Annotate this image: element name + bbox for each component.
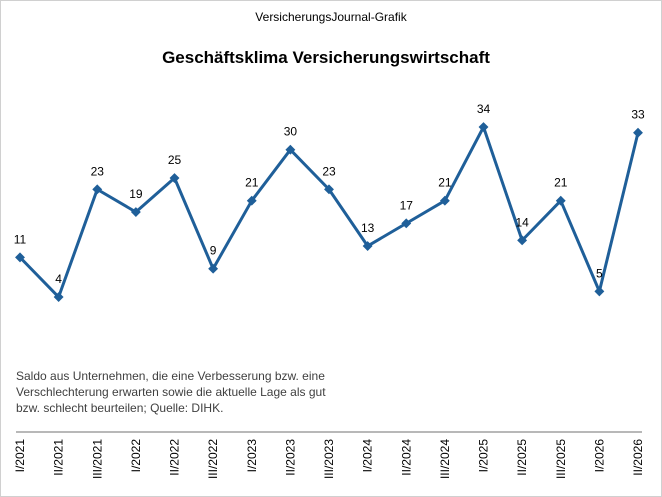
- data-label: 14: [515, 215, 529, 229]
- marker: [594, 286, 605, 297]
- data-label: 17: [400, 198, 414, 212]
- data-label: 21: [245, 176, 259, 190]
- x-tick-label: III/2024: [438, 439, 452, 479]
- marker: [555, 195, 566, 206]
- data-label: 4: [55, 272, 62, 286]
- marker: [92, 184, 103, 195]
- x-tick-label: I/2024: [361, 439, 375, 473]
- x-tick-label: II/2023: [283, 439, 297, 476]
- x-tick-label: III/2021: [90, 439, 104, 479]
- marker: [401, 218, 412, 229]
- marker: [130, 207, 141, 217]
- x-tick-label: I/2022: [129, 439, 143, 473]
- x-tick-label: I/2025: [477, 439, 491, 473]
- marker: [208, 263, 219, 274]
- data-label: 13: [361, 221, 375, 235]
- x-tick-label: II/2025: [515, 439, 529, 476]
- marker: [439, 195, 450, 206]
- data-label: 30: [284, 125, 298, 139]
- marker: [633, 127, 643, 138]
- x-tick-label: II/2021: [52, 439, 66, 476]
- data-label: 25: [168, 153, 182, 167]
- marker: [285, 144, 296, 155]
- note: Verschlechterung erwarten sowie die aktu…: [16, 385, 326, 399]
- data-label: 5: [596, 266, 603, 280]
- x-tick-label: III/2025: [554, 439, 568, 479]
- source: VersicherungsJournal-Grafik: [255, 10, 407, 24]
- x-tick-label: II/2022: [168, 439, 182, 476]
- data-label: 21: [438, 176, 452, 190]
- marker: [362, 241, 373, 251]
- note: bzw. schlecht beurteilen; Quelle: DIHK.: [16, 401, 223, 415]
- data-label: 11: [14, 232, 27, 246]
- data-label: 21: [554, 176, 568, 190]
- x-tick-label: III/2023: [322, 439, 336, 479]
- data-label: 23: [91, 164, 105, 178]
- chart-title: Geschäftsklima Versicherungswirtschaft: [162, 48, 490, 67]
- x-tick-label: III/2022: [206, 439, 220, 479]
- data-label: 34: [477, 102, 491, 116]
- marker: [169, 173, 180, 183]
- marker: [517, 235, 528, 246]
- x-tick-label: II/2024: [399, 439, 413, 476]
- note: Saldo aus Unternehmen, die eine Verbesse…: [16, 369, 325, 383]
- x-tick-label: I/2021: [13, 439, 27, 473]
- x-tick-label: I/2026: [592, 439, 606, 473]
- x-tick-label: I/2023: [245, 439, 259, 473]
- data-label: 9: [210, 244, 217, 258]
- data-label: 19: [129, 187, 143, 201]
- x-tick-label: II/2026: [631, 439, 645, 476]
- marker: [324, 184, 334, 195]
- marker: [246, 195, 257, 206]
- data-label: 33: [631, 108, 645, 122]
- data-label: 23: [322, 164, 336, 178]
